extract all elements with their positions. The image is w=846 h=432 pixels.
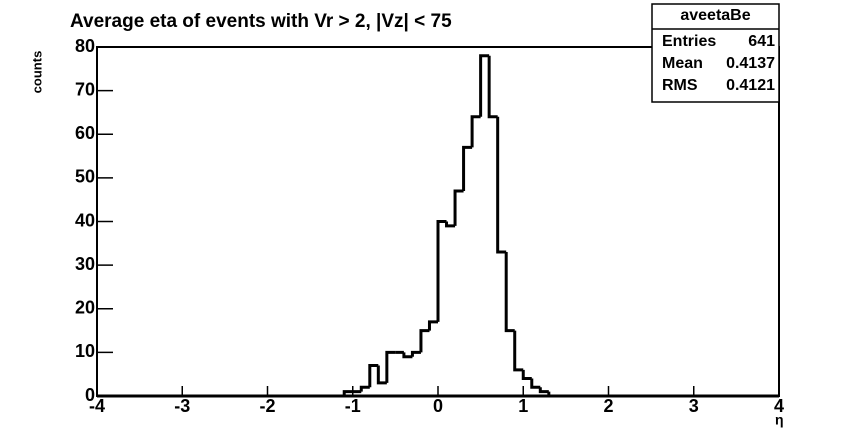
histogram-bin [496,116,507,254]
y-tick-label: 40 [75,210,95,230]
histogram-bin [521,369,532,381]
histogram-bin [359,385,370,392]
y-axis-label: counts [29,51,44,94]
histogram-bin [402,352,413,359]
histogram-bin [538,387,549,394]
histogram-bin [453,189,464,226]
y-tick-label: 70 [75,79,95,99]
histogram-bin [342,390,353,396]
x-tick-label: -3 [174,396,190,416]
x-tick-label: -1 [345,396,361,416]
histogram-bin [436,220,447,322]
stats-box [651,3,780,103]
y-tick-label: 50 [75,167,95,187]
x-tick-label: 1 [518,396,528,416]
histogram-bin [504,252,515,333]
y-tick-label: 0 [85,385,95,405]
x-tick-label: -2 [259,396,275,416]
histogram-bin [487,55,498,119]
stats-value: 0.4121 [726,77,775,94]
histogram-bin [445,221,456,228]
x-axis-label: η [775,412,784,428]
y-tick-label: 60 [75,123,95,143]
y-tick-label: 20 [75,298,95,318]
stats-label: Entries [662,33,716,50]
x-tick-label: -4 [89,396,105,416]
histogram-bin [470,115,481,148]
y-tick-label: 30 [75,254,95,274]
stats-label: Mean [662,55,703,72]
x-tick-label: 4 [774,396,784,416]
histogram-bin [479,54,490,117]
histogram-bin [513,330,524,372]
histogram-bin [368,363,379,388]
stats-value: 0.4137 [726,55,775,72]
y-tick-label: 80 [75,36,95,56]
x-tick-label: 2 [603,396,613,416]
x-tick-label: 3 [689,396,699,416]
histogram-bin [547,391,558,398]
histogram-bin [410,350,421,357]
x-tick-label: 0 [433,396,443,416]
stats-title: aveetaBe [680,7,750,24]
histogram-bin [427,320,438,331]
stats-label: RMS [662,77,698,94]
histogram-bin [462,145,473,191]
y-tick-label: 10 [75,341,95,361]
chart-title: Average eta of events with Vr > 2, |Vz| … [70,11,452,32]
histogram-bin [530,378,541,389]
stats-value: 641 [748,33,775,50]
histogram-bin [419,329,430,353]
histogram-bin [385,350,396,383]
histogram-bin [376,365,387,385]
